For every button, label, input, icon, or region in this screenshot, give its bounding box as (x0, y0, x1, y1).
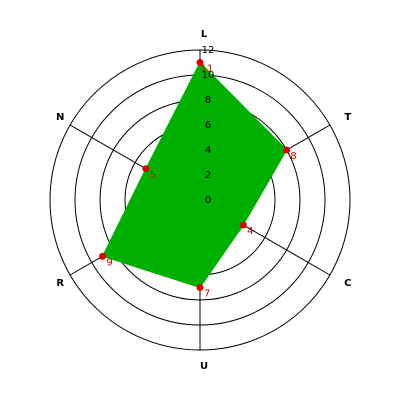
r-tick-label: 12 (202, 45, 215, 56)
category-label: N (56, 112, 64, 123)
point (283, 146, 291, 154)
value-label: 7 (204, 289, 210, 300)
value-label: 5 (150, 170, 156, 181)
category-label: R (56, 278, 64, 289)
category-label: C (344, 278, 351, 289)
point (99, 252, 107, 260)
point (196, 59, 204, 66)
value-label: 9 (106, 257, 112, 268)
r-tick-label: 6 (205, 120, 211, 131)
point (196, 284, 204, 291)
category-label: L (201, 29, 208, 40)
r-tick-label: 8 (205, 95, 211, 106)
value-label: 4 (247, 226, 253, 237)
point (142, 165, 150, 173)
r-tick-label: 2 (205, 170, 211, 181)
value-label: 11 (201, 64, 214, 75)
category-label: U (200, 361, 208, 372)
r-tick-label: 4 (205, 145, 211, 156)
r-tick-label: 10 (202, 70, 215, 81)
point (239, 221, 247, 229)
value-label: 8 (290, 151, 296, 162)
r-tick-label: 0 (205, 195, 211, 206)
category-label: T (344, 112, 351, 123)
